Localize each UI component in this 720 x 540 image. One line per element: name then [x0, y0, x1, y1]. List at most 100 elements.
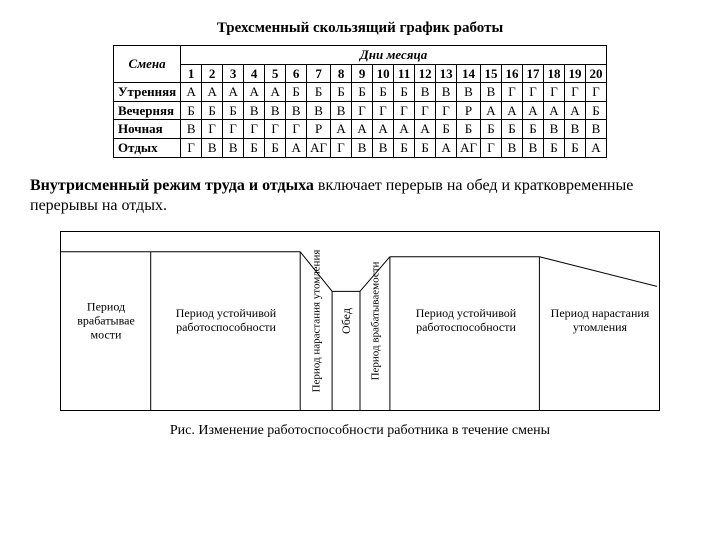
table-cell: А — [352, 120, 373, 139]
performance-diagram: Период врабатывае мости Период устойчивой… — [60, 231, 660, 411]
table-cell: А — [501, 101, 522, 120]
table-cell: Б — [331, 83, 352, 102]
page-title: Трехсменный скользящий график работы — [30, 20, 690, 37]
table-cell: Б — [202, 101, 223, 120]
days-row: 1234567891011121314151617181920 — [114, 64, 607, 83]
table-cell: В — [181, 120, 202, 139]
diagram-segment-label: Период врабатывае мости — [67, 300, 145, 341]
table-cell: АГ — [457, 138, 481, 157]
row-label: Отдых — [114, 138, 181, 157]
table-cell: А — [415, 120, 436, 139]
row-label: Утренняя — [114, 83, 181, 102]
table-corner: Смена — [114, 46, 181, 83]
table-cell: В — [352, 138, 373, 157]
day-header: 11 — [394, 64, 415, 83]
table-cell: Б — [564, 138, 585, 157]
table-cell: В — [480, 83, 501, 102]
table-cell: А — [244, 83, 265, 102]
table-cell: Б — [394, 83, 415, 102]
day-header: 6 — [286, 64, 307, 83]
day-header: 2 — [202, 64, 223, 83]
day-header: 14 — [457, 64, 481, 83]
table-cell: Р — [457, 101, 481, 120]
figure-caption: Рис. Изменение работоспособности работни… — [30, 423, 690, 439]
table-cell: Г — [352, 101, 373, 120]
diagram-segment-label: Обед — [340, 291, 354, 351]
table-cell: Б — [223, 101, 244, 120]
table-cell: А — [564, 101, 585, 120]
table-cell: Б — [522, 120, 543, 139]
table-cell: В — [265, 101, 286, 120]
diagram-segment-label: Период устойчивой работоспособности — [398, 307, 534, 335]
table-cell: В — [223, 138, 244, 157]
day-header: 20 — [585, 64, 606, 83]
table-cell: Г — [436, 101, 457, 120]
day-header: 19 — [564, 64, 585, 83]
table-cell: А — [543, 101, 564, 120]
day-header: 1 — [181, 64, 202, 83]
day-header: 16 — [501, 64, 522, 83]
diagram-segment-label: Период устойчивой работоспособности — [158, 307, 294, 335]
table-cell: Г — [223, 120, 244, 139]
table-cell: В — [457, 83, 481, 102]
day-header: 4 — [244, 64, 265, 83]
day-header: 17 — [522, 64, 543, 83]
table-cell: А — [436, 138, 457, 157]
table-cell: Г — [501, 83, 522, 102]
table-cell: Б — [394, 138, 415, 157]
para-bold: Внутрисменный режим труда и отдыха — [30, 177, 314, 194]
table-cell: Г — [394, 101, 415, 120]
table-cell: Г — [415, 101, 436, 120]
table-cell: Г — [543, 83, 564, 102]
day-header: 12 — [415, 64, 436, 83]
table-cell: А — [480, 101, 501, 120]
diagram-segment-label: Период нарастания утомления — [550, 307, 650, 335]
table-cell: А — [585, 138, 606, 157]
table-cell: Б — [415, 138, 436, 157]
table-cell: Б — [436, 120, 457, 139]
table-cell: Б — [585, 101, 606, 120]
day-header: 3 — [223, 64, 244, 83]
table-cell: В — [543, 120, 564, 139]
table-cell: В — [331, 101, 352, 120]
table-cell: Г — [331, 138, 352, 157]
table-cell: А — [331, 120, 352, 139]
table-cell: Г — [202, 120, 223, 139]
days-header: Дни месяца — [181, 46, 607, 65]
table-cell: Г — [286, 120, 307, 139]
row-label: Вечерняя — [114, 101, 181, 120]
table-row: ВечерняяБББВВВВВГГГГГРАААААБ — [114, 101, 607, 120]
table-row: ОтдыхГВВББААГГВВББААГГВВББА — [114, 138, 607, 157]
table-cell: Г — [564, 83, 585, 102]
table-cell: А — [265, 83, 286, 102]
table-cell: Б — [286, 83, 307, 102]
table-cell: В — [522, 138, 543, 157]
table-cell: Б — [457, 120, 481, 139]
table-cell: Б — [244, 138, 265, 157]
intra-shift-paragraph: Внутрисменный режим труда и отдыха включ… — [30, 176, 690, 218]
day-header: 9 — [352, 64, 373, 83]
table-cell: Г — [585, 83, 606, 102]
table-cell: Р — [307, 120, 331, 139]
table-cell: Г — [522, 83, 543, 102]
day-header: 13 — [436, 64, 457, 83]
table-cell: В — [307, 101, 331, 120]
day-header: 15 — [480, 64, 501, 83]
table-cell: А — [394, 120, 415, 139]
table-cell: Г — [244, 120, 265, 139]
table-cell: А — [286, 138, 307, 157]
table-row: УтренняяАААААББББББВВВВГГГГГ — [114, 83, 607, 102]
table-cell: Б — [307, 83, 331, 102]
table-cell: В — [436, 83, 457, 102]
table-cell: В — [415, 83, 436, 102]
table-cell: В — [373, 138, 394, 157]
table-cell: В — [585, 120, 606, 139]
table-cell: В — [286, 101, 307, 120]
diagram-segment-label: Период нарастания утомления — [311, 246, 324, 396]
schedule-table: Смена Дни месяца 12345678910111213141516… — [113, 45, 607, 158]
table-cell: А — [181, 83, 202, 102]
day-header: 8 — [331, 64, 352, 83]
table-row: НочнаяВГГГГГРАААААБББББВВВ — [114, 120, 607, 139]
table-cell: Г — [480, 138, 501, 157]
table-cell: Б — [480, 120, 501, 139]
